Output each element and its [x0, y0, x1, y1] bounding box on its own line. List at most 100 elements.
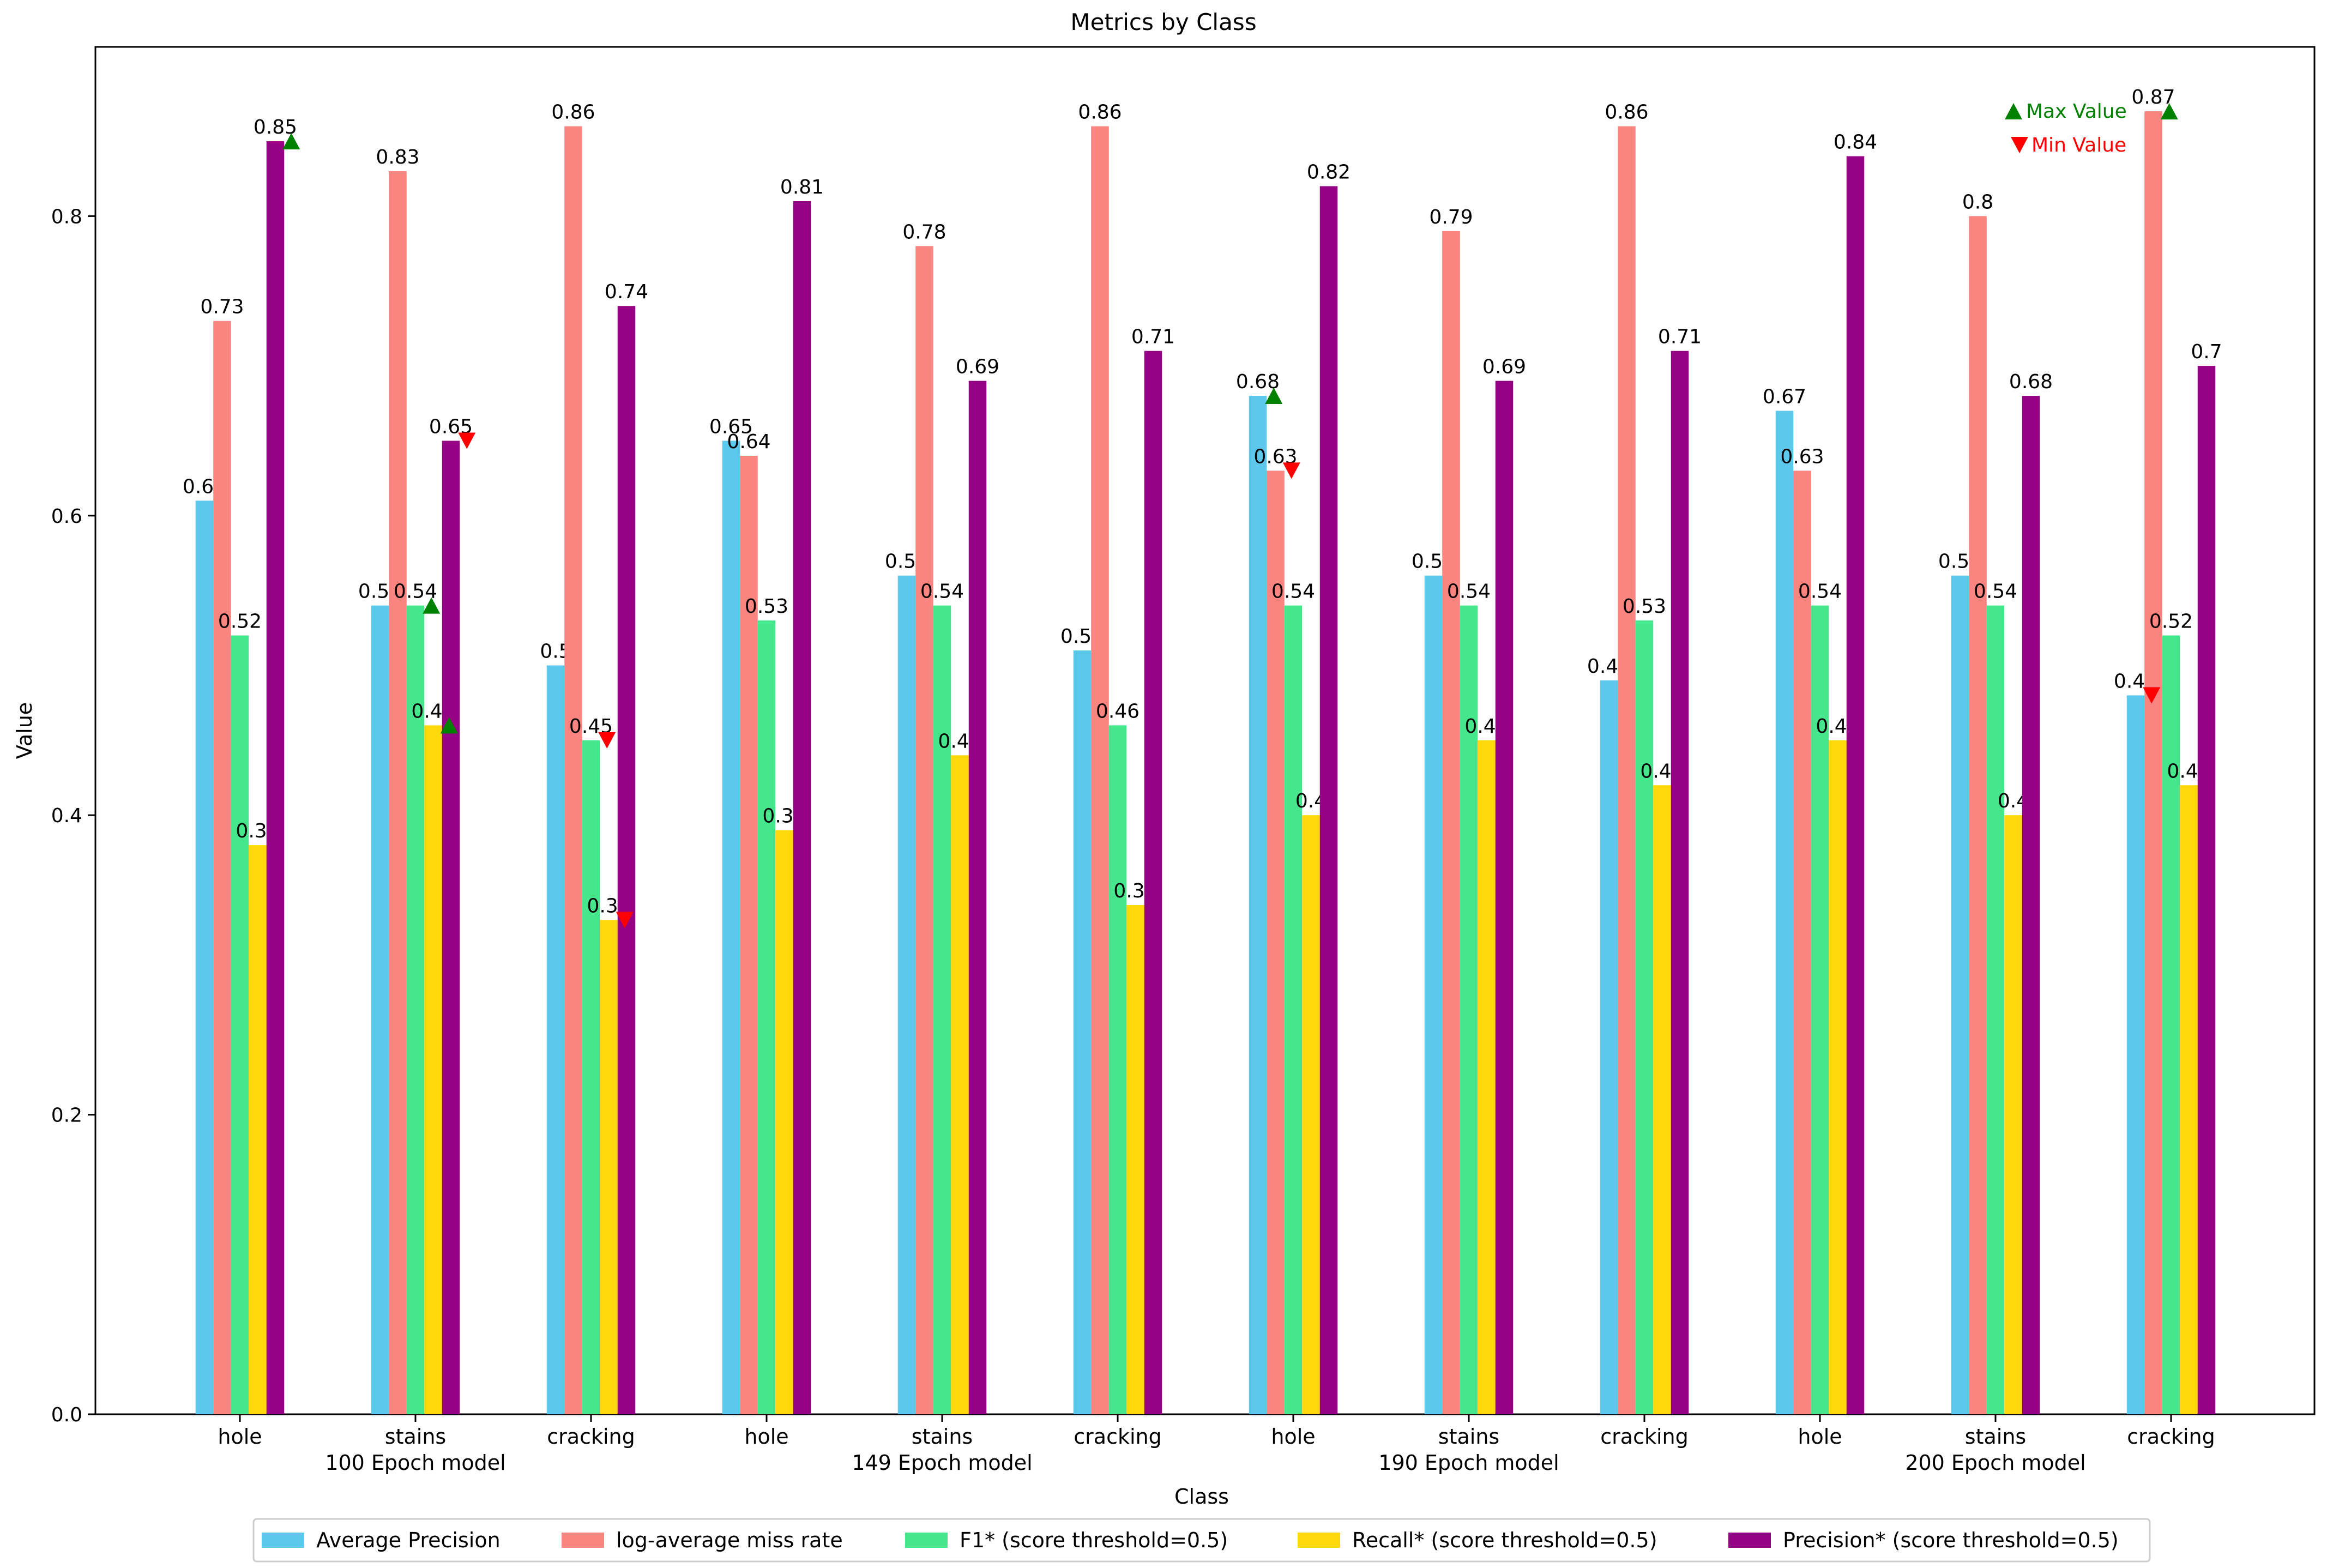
bar-value-label: 0.78: [902, 221, 946, 243]
legend-swatch: [1298, 1533, 1340, 1548]
min-value-legend-marker: [2011, 137, 2028, 153]
x-tick-label: cracking: [547, 1425, 635, 1449]
y-axis-label: Value: [13, 702, 37, 759]
bar: [2004, 815, 2022, 1414]
bar: [2180, 785, 2198, 1414]
y-tick-label: 0.6: [51, 505, 82, 528]
bar-value-label: 0.67: [1763, 386, 1806, 408]
x-tick-label: stains: [385, 1425, 446, 1449]
group-label: 100 Epoch model: [325, 1451, 505, 1475]
bar: [2022, 396, 2040, 1414]
bar: [1846, 156, 1865, 1415]
bar: [1653, 785, 1671, 1414]
bar: [1108, 725, 1127, 1414]
legend-label: Precision* (score threshold=0.5): [1783, 1528, 2119, 1552]
bar-value-label: 0.79: [1429, 206, 1473, 228]
bar: [722, 441, 740, 1415]
bar: [1424, 575, 1443, 1414]
x-tick-label: cracking: [2127, 1425, 2215, 1449]
bar: [1144, 351, 1162, 1414]
bar: [1302, 815, 1320, 1414]
bar: [213, 321, 231, 1415]
x-tick-label: cracking: [1074, 1425, 1161, 1449]
bar: [740, 455, 758, 1414]
bar: [1618, 126, 1636, 1415]
bar: [1267, 471, 1285, 1414]
bar-value-label: 0.54: [1798, 581, 1842, 603]
bar-value-label: 0.69: [956, 356, 999, 378]
bar: [793, 201, 811, 1415]
bar: [897, 575, 916, 1414]
bar-value-label: 0.53: [1623, 595, 1666, 618]
bar-value-label: 0.81: [780, 176, 824, 198]
bar: [1671, 351, 1689, 1414]
bar-value-label: 0.73: [200, 296, 244, 318]
bar: [1442, 231, 1460, 1415]
min-value-legend-label: Min Value: [2031, 134, 2126, 156]
bar-value-label: 0.52: [218, 611, 262, 633]
bar: [266, 141, 285, 1414]
bar: [582, 740, 600, 1414]
bar-value-label: 0.54: [1447, 581, 1491, 603]
bar-value-label: 0.69: [1482, 356, 1526, 378]
max-value-marker: [282, 133, 300, 150]
x-tick-label: hole: [744, 1425, 788, 1449]
bar-value-label: 0.52: [2149, 611, 2193, 633]
group-label: 200 Epoch model: [1905, 1451, 2085, 1475]
bar: [1495, 381, 1514, 1414]
min-value-marker: [458, 432, 476, 449]
bar: [1091, 126, 1109, 1415]
x-tick-label: hole: [1271, 1425, 1315, 1449]
bar-value-label: 0.86: [551, 101, 595, 124]
max-value-legend-label: Max Value: [2026, 100, 2127, 123]
bar: [2197, 366, 2216, 1415]
bar: [915, 246, 933, 1415]
bar-value-label: 0.86: [1078, 101, 1122, 124]
bar-value-label: 0.54: [1974, 581, 2017, 603]
bar: [249, 845, 267, 1414]
bar: [1951, 575, 1969, 1414]
min-value-marker: [2143, 687, 2161, 704]
bar-value-label: 0.63: [1780, 445, 1824, 468]
bar: [195, 500, 214, 1414]
max-value-marker: [2160, 103, 2178, 120]
max-value-marker: [440, 717, 458, 734]
x-tick-label: hole: [218, 1425, 262, 1449]
bar-value-label: 0.85: [254, 116, 297, 138]
bar-value-label: 0.84: [1834, 131, 1877, 154]
bar: [1073, 650, 1092, 1414]
bar: [1793, 471, 1811, 1414]
bar: [1829, 740, 1847, 1414]
bar: [1969, 216, 1987, 1414]
bar-value-label: 0.53: [745, 595, 788, 618]
bar-value-label: 0.71: [1131, 326, 1175, 348]
bar: [424, 725, 442, 1414]
bar: [1284, 605, 1303, 1414]
bar-value-label: 0.68: [2009, 371, 2053, 393]
bar-value-label: 0.54: [1271, 581, 1315, 603]
max-value-legend-marker: [2005, 103, 2022, 119]
plot-frame: [94, 46, 2316, 1415]
min-value-marker: [616, 912, 634, 928]
bar-value-label: 0.83: [376, 146, 419, 168]
bar-value-label: 0.82: [1307, 161, 1351, 183]
bar: [406, 605, 425, 1414]
legend-label: Average Precision: [316, 1528, 501, 1552]
y-tick-label: 0.4: [51, 805, 82, 827]
x-tick-label: stains: [912, 1425, 973, 1449]
legend-label: Recall* (score threshold=0.5): [1352, 1528, 1657, 1552]
bar: [231, 635, 249, 1414]
bar: [2144, 111, 2162, 1414]
bar: [564, 126, 582, 1415]
legend: Average Precision log-average miss rate F1…: [252, 1518, 2151, 1563]
bar: [600, 920, 618, 1414]
y-tick-label: 0.8: [51, 206, 82, 228]
bar-value-label: 0.65: [709, 415, 753, 438]
bar-value-label: 0.74: [605, 281, 648, 303]
plot-area: 0.00.20.40.60.80.610.540.50.650.560.510.…: [51, 46, 2316, 1475]
bar: [775, 830, 793, 1414]
bar-value-label: 0.7: [2191, 341, 2222, 363]
bar-value-label: 0.46: [1096, 700, 1140, 722]
bar-value-label: 0.87: [2131, 86, 2175, 108]
